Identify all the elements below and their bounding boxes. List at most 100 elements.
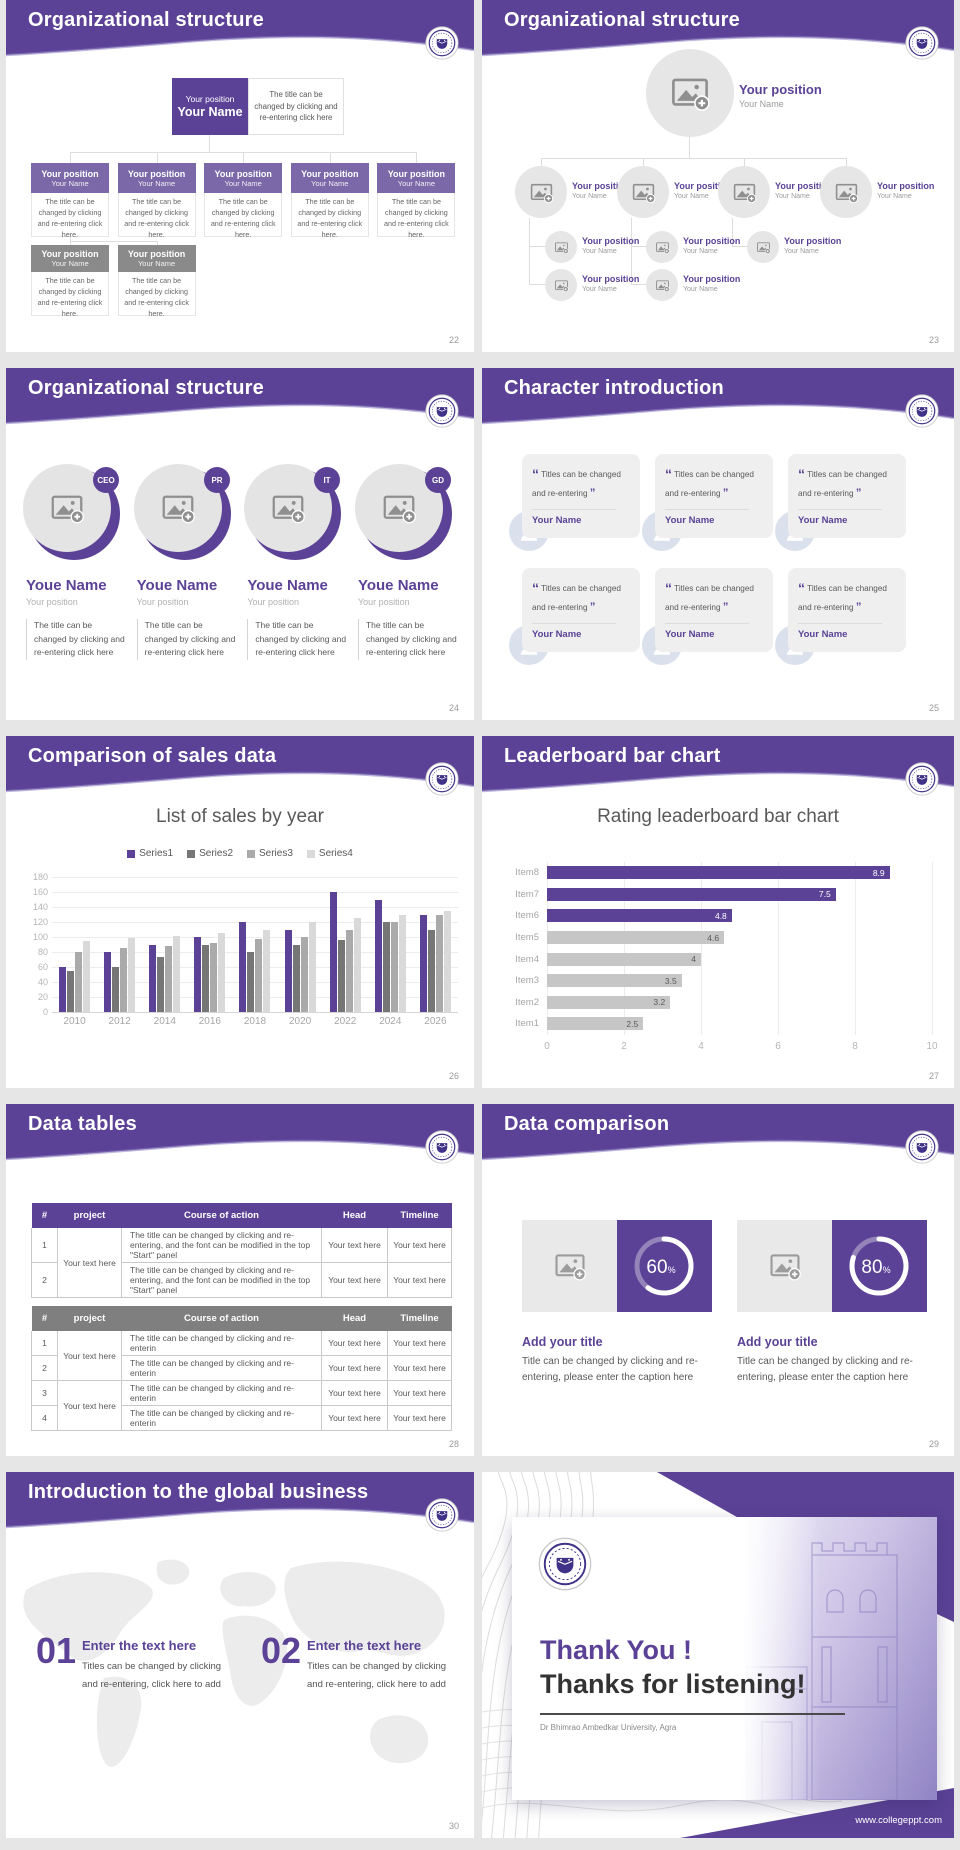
svg-text:IT: IT <box>324 476 331 485</box>
bar[interactable] <box>67 970 75 1012</box>
bar[interactable] <box>120 947 128 1012</box>
bar[interactable] <box>210 943 218 1012</box>
member-column[interactable]: GD Youe Name Your position The title can be… <box>354 460 458 660</box>
bar[interactable] <box>165 946 173 1012</box>
org-root-box[interactable]: Your position Your Name <box>172 78 248 135</box>
org-photo-circle[interactable] <box>617 166 669 218</box>
member-column[interactable]: CEO Youe Name Your position The title can b… <box>22 460 126 660</box>
bar[interactable] <box>83 940 91 1012</box>
bar[interactable] <box>173 935 181 1012</box>
table-header-cell: Head <box>321 1305 388 1331</box>
bar[interactable]: 7.5 <box>547 887 836 901</box>
slide-26-comparison-of-sales-data[interactable]: Comparison of sales data List of sales b… <box>6 736 474 1088</box>
bar[interactable] <box>284 929 292 1012</box>
image-placeholder-box[interactable] <box>737 1220 832 1312</box>
quote-card[interactable]: “ Titles can be changed and re-entering … <box>655 454 773 538</box>
org-child-box[interactable]: Your position Your Name <box>31 163 109 193</box>
bar[interactable] <box>255 938 263 1012</box>
bar[interactable]: 8.9 <box>547 866 890 880</box>
member-column[interactable]: IT Youe Name Your position The title can be… <box>243 460 347 660</box>
data-table-purple[interactable]: # project Course of action Head Timeline 1 You… <box>31 1202 452 1298</box>
image-placeholder-icon <box>632 183 655 203</box>
org-child-box[interactable]: Your position Your Name <box>117 163 196 193</box>
slide-22-organizational-structure[interactable]: Organizational structure Your position Yo… <box>6 0 474 352</box>
bar[interactable] <box>337 940 345 1012</box>
bar[interactable] <box>157 956 165 1012</box>
org-sub-box[interactable]: Your position Your Name <box>31 245 109 272</box>
org-photo-circle[interactable] <box>646 49 734 137</box>
org-photo-circle[interactable] <box>747 231 779 263</box>
quote-card[interactable]: “ Titles can be changed and re-entering … <box>655 568 773 652</box>
divider <box>798 622 883 624</box>
slide-27-leaderboard-bar-chart[interactable]: Leaderboard bar chart Rating leaderboard… <box>482 736 954 1088</box>
org-photo-circle[interactable] <box>718 166 770 218</box>
slide-30-introduction-global-business[interactable]: Introduction to the global business 01 En… <box>6 1472 474 1838</box>
org-photo-circle[interactable] <box>820 166 872 218</box>
bar[interactable]: 3.2 <box>547 995 671 1009</box>
org-child-box[interactable]: Your position Your Name <box>290 163 369 193</box>
bar[interactable] <box>353 917 361 1012</box>
person-name: Your Name <box>532 628 582 640</box>
bar[interactable] <box>75 952 83 1012</box>
slide-23-organizational-structure[interactable]: Organizational structure Your position Yo… <box>482 0 954 352</box>
bar[interactable] <box>382 922 390 1012</box>
bar[interactable] <box>374 899 382 1012</box>
bar[interactable]: 2.5 <box>547 1017 644 1031</box>
cell-timeline: Your text here <box>387 1380 452 1406</box>
bar[interactable] <box>149 944 157 1012</box>
bar[interactable]: 3.5 <box>547 974 682 988</box>
org-photo-circle[interactable] <box>646 269 678 301</box>
slide-thank-you[interactable]: Thank You ! Thanks for listening! Dr Bhimr… <box>482 1472 954 1838</box>
bar[interactable] <box>247 952 255 1012</box>
quote-card[interactable]: “ Titles can be changed and re-entering … <box>788 454 906 538</box>
bar[interactable]: 4.8 <box>547 909 732 923</box>
quote-close-icon: ” <box>855 487 862 500</box>
cell-num: 2 <box>31 1262 58 1298</box>
node-name: Your Name <box>877 193 912 200</box>
bar[interactable] <box>345 929 353 1012</box>
sub-name: Your Name <box>137 259 176 268</box>
bar[interactable] <box>263 929 271 1012</box>
org-photo-circle[interactable] <box>545 231 577 263</box>
bar[interactable] <box>443 910 451 1012</box>
bar[interactable] <box>112 967 120 1012</box>
bar[interactable] <box>128 937 136 1012</box>
bar[interactable] <box>419 914 427 1012</box>
org-child-box[interactable]: Your position Your Name <box>377 163 456 193</box>
member-column[interactable]: PR Youe Name Your position The title can be… <box>133 460 237 660</box>
footer-url-link[interactable]: www.collegeppt.com <box>855 1815 942 1826</box>
slide-25-character-introduction[interactable]: Character introduction “ Titles can be c… <box>482 368 954 720</box>
quote-card[interactable]: “ Titles can be changed and re-entering … <box>788 568 906 652</box>
bar[interactable] <box>104 952 112 1012</box>
bar[interactable] <box>194 937 202 1012</box>
bar[interactable]: 4 <box>547 952 701 966</box>
image-placeholder-box[interactable] <box>522 1220 617 1312</box>
slide-29-data-comparison[interactable]: Data comparison 60% Add your title Title c… <box>482 1104 954 1456</box>
connector-line <box>243 152 245 163</box>
bar[interactable] <box>59 967 67 1012</box>
bar[interactable] <box>329 892 337 1012</box>
org-photo-circle[interactable] <box>646 231 678 263</box>
quote-card[interactable]: “ Titles can be changed and re-entering … <box>522 454 640 538</box>
slide-content: CEO Youe Name Your position The title can b… <box>6 368 474 720</box>
bar[interactable] <box>390 922 398 1012</box>
bar[interactable]: 4.6 <box>547 931 725 945</box>
bar[interactable] <box>300 937 308 1012</box>
bar[interactable] <box>427 929 435 1012</box>
data-table-gray[interactable]: # project Course of action Head Timeline 1 You… <box>31 1305 452 1431</box>
bar[interactable] <box>218 933 226 1012</box>
slide-28-data-tables[interactable]: Data tables # project Course of action Head… <box>6 1104 474 1456</box>
cell-head: Your text here <box>321 1262 388 1298</box>
bar[interactable] <box>308 922 316 1012</box>
org-child-box[interactable]: Your position Your Name <box>204 163 283 193</box>
org-photo-circle[interactable] <box>545 269 577 301</box>
slide-24-organizational-structure[interactable]: Organizational structure CEO Youe Name You… <box>6 368 474 720</box>
bar[interactable] <box>202 944 210 1012</box>
org-photo-circle[interactable] <box>515 166 567 218</box>
bar[interactable] <box>398 914 406 1012</box>
bar[interactable] <box>435 914 443 1012</box>
quote-card[interactable]: “ Titles can be changed and re-entering … <box>522 568 640 652</box>
bar[interactable] <box>239 922 247 1012</box>
bar[interactable] <box>292 944 300 1012</box>
org-sub-box[interactable]: Your position Your Name <box>117 245 196 272</box>
